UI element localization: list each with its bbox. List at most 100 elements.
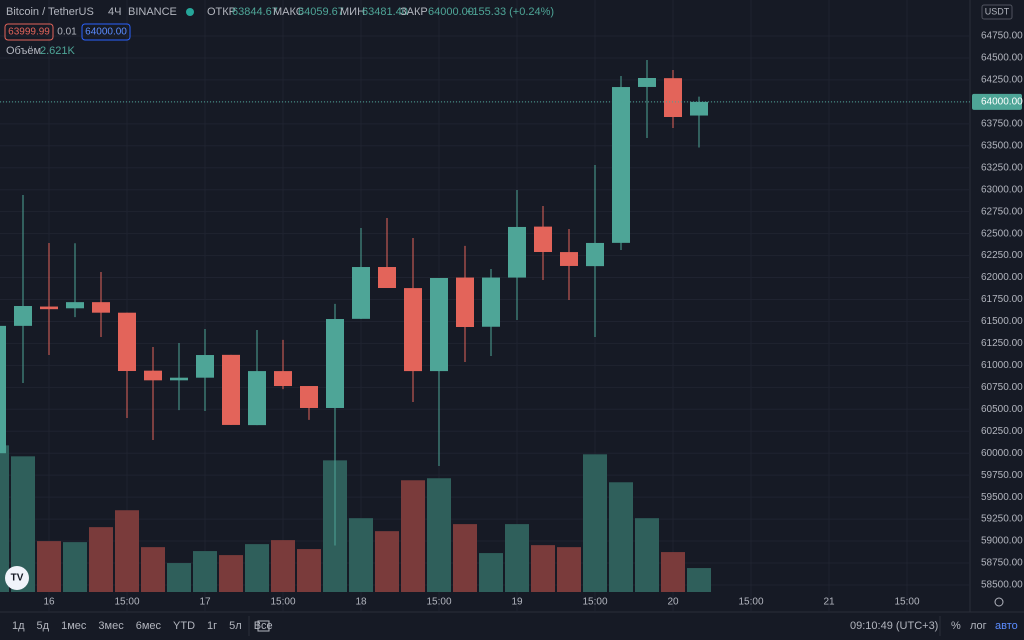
logo[interactable] bbox=[5, 566, 29, 590]
y-tick-label: 59250.00 bbox=[981, 514, 1023, 525]
volume-bar bbox=[89, 527, 113, 592]
interval[interactable]: 4Ч bbox=[108, 6, 121, 18]
range-button[interactable]: 1мес bbox=[61, 620, 87, 632]
candle-body bbox=[14, 306, 32, 326]
ohlc-label: ОТКР bbox=[207, 6, 236, 18]
range-button[interactable]: 1г bbox=[207, 620, 217, 632]
last-price-box bbox=[972, 93, 1022, 110]
candle-body bbox=[378, 267, 396, 289]
range-button[interactable]: 6мес bbox=[136, 620, 162, 632]
volume-bar bbox=[37, 541, 61, 592]
candle-body bbox=[664, 78, 682, 117]
volume-bar bbox=[401, 480, 425, 592]
ohlc-label: ЗАКР bbox=[400, 6, 428, 18]
candle-body bbox=[326, 319, 344, 408]
candle-body bbox=[118, 312, 136, 372]
logo-text[interactable]: TV bbox=[11, 573, 24, 584]
y-tick-label: 63000.00 bbox=[981, 184, 1023, 195]
candle-body bbox=[430, 277, 448, 372]
y-tick-label: 62750.00 bbox=[981, 206, 1023, 217]
volume-bar bbox=[297, 549, 321, 592]
ohlc-label: МАКС bbox=[273, 6, 304, 18]
y-tick-label: 61000.00 bbox=[981, 360, 1023, 371]
x-tick-label: 19 bbox=[511, 597, 523, 608]
x-tick-label: 21 bbox=[823, 597, 835, 608]
y-tick-label: 63500.00 bbox=[981, 140, 1023, 151]
ohlc-label: МИН bbox=[340, 6, 365, 18]
candles bbox=[0, 59, 708, 546]
bid-box[interactable] bbox=[4, 23, 54, 41]
volume-bar bbox=[531, 545, 555, 592]
currency-box[interactable] bbox=[981, 4, 1013, 20]
status-dot bbox=[186, 8, 194, 16]
ask-box[interactable] bbox=[81, 23, 131, 41]
candle-body bbox=[0, 325, 6, 454]
y-tick-label: 61750.00 bbox=[981, 294, 1023, 305]
y-tick-label: 61250.00 bbox=[981, 338, 1023, 349]
volume-bar bbox=[661, 552, 685, 592]
volume-bar bbox=[479, 553, 503, 592]
volume-bar bbox=[271, 540, 295, 592]
exchange: BINANCE bbox=[128, 6, 177, 18]
volume-bar bbox=[349, 518, 373, 592]
x-tick-label: 15:00 bbox=[426, 597, 451, 608]
volume-bar bbox=[219, 555, 243, 592]
candle-body bbox=[612, 87, 630, 243]
range-button[interactable]: 5л bbox=[229, 620, 242, 632]
percent-toggle[interactable]: % bbox=[951, 620, 961, 632]
range-button[interactable]: Все bbox=[254, 620, 273, 632]
range-button[interactable]: 1д bbox=[12, 620, 25, 632]
candle-body bbox=[196, 355, 214, 378]
volume-bar bbox=[557, 547, 581, 592]
y-tick-label: 59500.00 bbox=[981, 492, 1023, 503]
candle-body bbox=[586, 242, 604, 267]
y-tick-label: 58750.00 bbox=[981, 558, 1023, 569]
symbol[interactable]: Bitcoin / TetherUS bbox=[6, 6, 94, 18]
candle-body bbox=[92, 302, 110, 313]
volume-bar bbox=[453, 524, 477, 592]
y-tick-label: 60500.00 bbox=[981, 404, 1023, 415]
currency[interactable]: USDT bbox=[985, 6, 1010, 16]
x-tick-label: 18 bbox=[355, 597, 367, 608]
last-price-label: 64000.00 bbox=[981, 97, 1023, 108]
y-tick-label: 60000.00 bbox=[981, 448, 1023, 459]
y-tick-label: 64750.00 bbox=[981, 31, 1023, 42]
candle-body bbox=[404, 288, 422, 372]
y-tick-label: 58500.00 bbox=[981, 580, 1023, 591]
volume-bar bbox=[141, 547, 165, 592]
volume-bar bbox=[115, 510, 139, 592]
candle-body bbox=[300, 386, 318, 408]
candle-body bbox=[690, 101, 708, 116]
calendar-icon[interactable] bbox=[257, 620, 270, 632]
range-button[interactable]: YTD bbox=[173, 620, 195, 632]
candle-body bbox=[638, 77, 656, 87]
bid[interactable]: 63999.99 bbox=[8, 27, 50, 38]
x-tick-label: 15:00 bbox=[894, 597, 919, 608]
ask[interactable]: 64000.00 bbox=[85, 27, 127, 38]
candle-body bbox=[508, 226, 526, 278]
volume-bar bbox=[427, 478, 451, 592]
candle-body bbox=[248, 371, 266, 426]
clock: 09:10:49 (UTC+3) bbox=[850, 620, 938, 632]
candle-body bbox=[456, 277, 474, 328]
log-toggle[interactable]: лог bbox=[970, 620, 987, 632]
candle-body bbox=[66, 302, 84, 309]
auto-toggle[interactable]: авто bbox=[995, 620, 1018, 632]
y-tick-label: 60250.00 bbox=[981, 426, 1023, 437]
y-tick-label: 60750.00 bbox=[981, 382, 1023, 393]
volume-bar bbox=[63, 542, 87, 592]
settings-icon[interactable] bbox=[994, 597, 1004, 607]
y-tick-label: 61500.00 bbox=[981, 316, 1023, 327]
range-button[interactable]: 3мес bbox=[98, 620, 124, 632]
range-button[interactable]: 5д bbox=[37, 620, 50, 632]
ohlc-value: 64059.67 bbox=[298, 6, 344, 18]
volume-value: 2.621K bbox=[40, 45, 76, 57]
volume-bar bbox=[245, 544, 269, 592]
x-tick-label: 17 bbox=[199, 597, 211, 608]
volume-pane bbox=[0, 445, 711, 592]
y-tick-label: 62500.00 bbox=[981, 228, 1023, 239]
y-tick-label: 62000.00 bbox=[981, 272, 1023, 283]
volume-bar bbox=[167, 563, 191, 592]
